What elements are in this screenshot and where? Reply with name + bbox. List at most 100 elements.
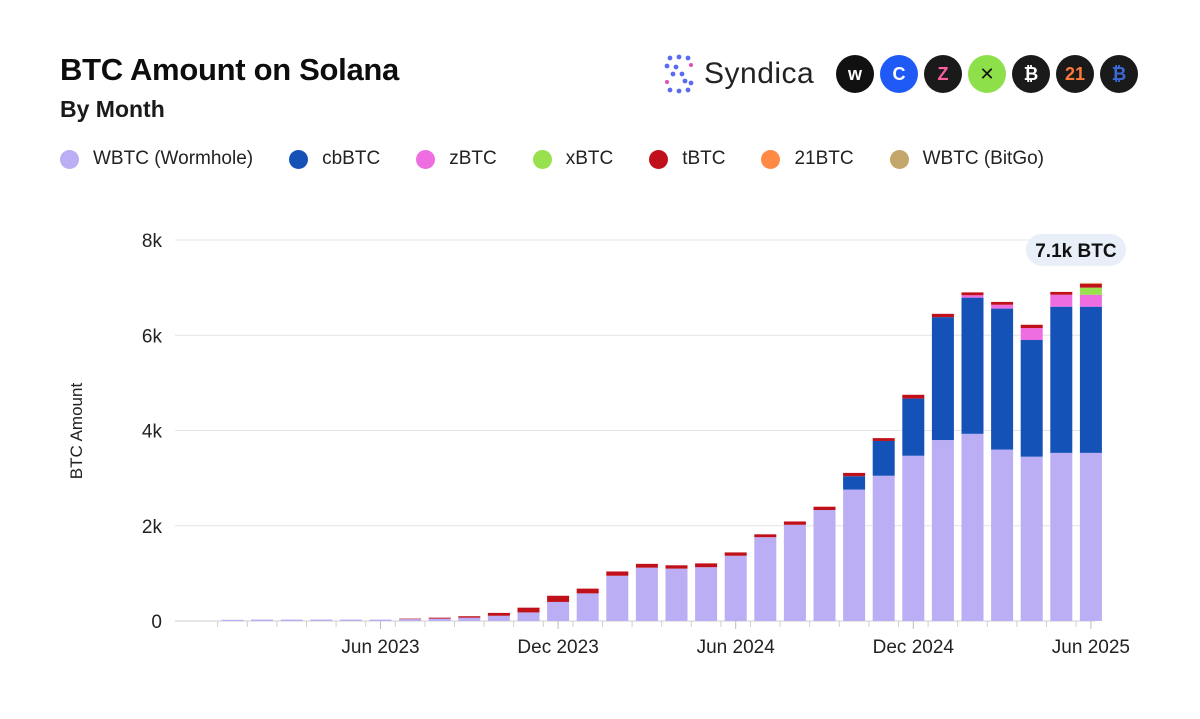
bar-segment bbox=[872, 475, 895, 621]
y-tick-label: 8k bbox=[142, 231, 163, 252]
bar-segment bbox=[369, 619, 392, 621]
bar-segment bbox=[991, 304, 1014, 309]
syndica-brand: Syndica bbox=[662, 52, 832, 96]
chart-title: BTC Amount on Solana bbox=[60, 52, 399, 87]
x-tick-label: Dec 2024 bbox=[873, 637, 955, 658]
bar-segment bbox=[961, 433, 984, 621]
legend-label: WBTC (Wormhole) bbox=[93, 148, 254, 169]
bar-segment bbox=[783, 521, 806, 525]
bar-segment bbox=[843, 472, 866, 477]
bar-segment bbox=[547, 601, 570, 621]
bar-segment bbox=[902, 455, 925, 621]
bar-segment bbox=[606, 575, 629, 621]
bar-segment bbox=[902, 398, 925, 456]
bar-segment bbox=[517, 612, 540, 621]
bar-segment bbox=[458, 616, 481, 618]
bar-segment bbox=[1050, 452, 1073, 621]
y-tick-label: 6k bbox=[142, 326, 163, 347]
bar-segment bbox=[813, 510, 836, 621]
threshold-logo-icon: ₿ bbox=[1012, 55, 1050, 93]
bar-segment bbox=[872, 438, 895, 441]
bar-segment bbox=[665, 568, 688, 621]
legend-item[interactable]: cbBTC bbox=[289, 148, 380, 170]
bar-segment bbox=[1079, 282, 1102, 284]
bar-segment bbox=[1079, 306, 1102, 453]
bar-segment bbox=[1020, 340, 1043, 457]
bar-segment bbox=[547, 595, 570, 602]
legend-swatch bbox=[761, 149, 781, 169]
bar-segment bbox=[1020, 324, 1043, 329]
legend-item[interactable]: WBTC (Wormhole) bbox=[60, 148, 253, 170]
legend-label: tBTC bbox=[682, 148, 726, 169]
bar-segment bbox=[754, 534, 777, 538]
zeus-logo-icon: Z bbox=[924, 55, 962, 93]
bar-segment bbox=[1050, 306, 1073, 453]
bar-segment bbox=[576, 593, 599, 621]
legend-item[interactable]: tBTC bbox=[649, 148, 725, 170]
bar-segment bbox=[872, 440, 895, 476]
bar-segment bbox=[1079, 287, 1102, 295]
legend-item[interactable]: 21BTC bbox=[761, 148, 854, 170]
bar-segment bbox=[428, 617, 451, 619]
bar-segment bbox=[695, 567, 718, 621]
bar-segment bbox=[635, 567, 658, 621]
bar-segment bbox=[1020, 456, 1043, 621]
21shares-logo-icon: 21 bbox=[1056, 55, 1094, 93]
legend-swatch bbox=[60, 149, 79, 169]
bar-segment bbox=[695, 563, 718, 568]
legend-swatch bbox=[532, 149, 552, 169]
x-tick-label: Jun 2023 bbox=[341, 637, 419, 658]
bar-segment bbox=[961, 295, 984, 298]
partner-logos: w C Z ✕ ₿ 21 ₿ bbox=[836, 55, 1138, 93]
bar-segment bbox=[487, 612, 510, 616]
bar-segment bbox=[1020, 328, 1043, 341]
x-tick-label: Jun 2024 bbox=[697, 637, 776, 658]
bar-segment bbox=[635, 563, 658, 568]
bar-segment bbox=[961, 292, 984, 296]
okx-logo-icon: ✕ bbox=[968, 55, 1006, 93]
bar-segment bbox=[1050, 291, 1073, 295]
bar-segment bbox=[1079, 283, 1102, 288]
bar-segment bbox=[665, 565, 688, 569]
bar-segment bbox=[991, 308, 1014, 450]
legend-item[interactable]: WBTC (BitGo) bbox=[889, 148, 1044, 170]
legend-item[interactable]: xBTC bbox=[532, 148, 614, 170]
bar-segment bbox=[1079, 283, 1102, 284]
legend-label: cbBTC bbox=[322, 148, 381, 169]
bar-segment bbox=[724, 555, 747, 621]
syndica-logo-icon bbox=[664, 54, 694, 94]
x-tick-label: Jun 2025 bbox=[1052, 637, 1130, 658]
x-tick-label: Dec 2023 bbox=[517, 637, 598, 658]
brand-name: Syndica bbox=[704, 57, 815, 90]
bar-segment bbox=[280, 619, 303, 621]
bar-segment bbox=[961, 297, 984, 434]
legend-label: zBTC bbox=[449, 148, 497, 169]
bar-segment bbox=[931, 440, 954, 621]
y-axis-label: BTC Amount bbox=[67, 383, 86, 480]
bar-segment bbox=[428, 618, 451, 621]
bar-segment bbox=[991, 449, 1014, 621]
annotation-bubble bbox=[1025, 233, 1126, 266]
legend-item[interactable]: zBTC bbox=[416, 148, 497, 170]
bar-segment bbox=[783, 524, 806, 621]
bar-segment bbox=[458, 617, 481, 621]
bar-segment bbox=[931, 317, 954, 441]
bar-segment bbox=[1079, 452, 1102, 621]
legend-label: 21BTC bbox=[794, 148, 854, 169]
legend-label: WBTC (BitGo) bbox=[922, 148, 1044, 169]
coinbase-logo-icon: C bbox=[880, 55, 918, 93]
y-tick-label: 2k bbox=[142, 517, 163, 538]
bar-segment bbox=[724, 552, 747, 556]
bar-segment bbox=[251, 619, 274, 621]
annotation-label: 7.1k BTC bbox=[1035, 241, 1117, 262]
bitgo-logo-icon: ₿ bbox=[1100, 55, 1138, 93]
bar-segment bbox=[517, 607, 540, 613]
legend-swatch bbox=[649, 149, 669, 169]
bar-segment bbox=[399, 619, 422, 621]
legend-swatch bbox=[289, 149, 309, 169]
legend: WBTC (Wormhole) cbBTC zBTC xBTC tBTC 21BTC WBT… bbox=[60, 148, 1080, 170]
bar-segment bbox=[843, 476, 866, 490]
bar-segment bbox=[606, 571, 629, 576]
legend-label: xBTC bbox=[565, 148, 614, 169]
